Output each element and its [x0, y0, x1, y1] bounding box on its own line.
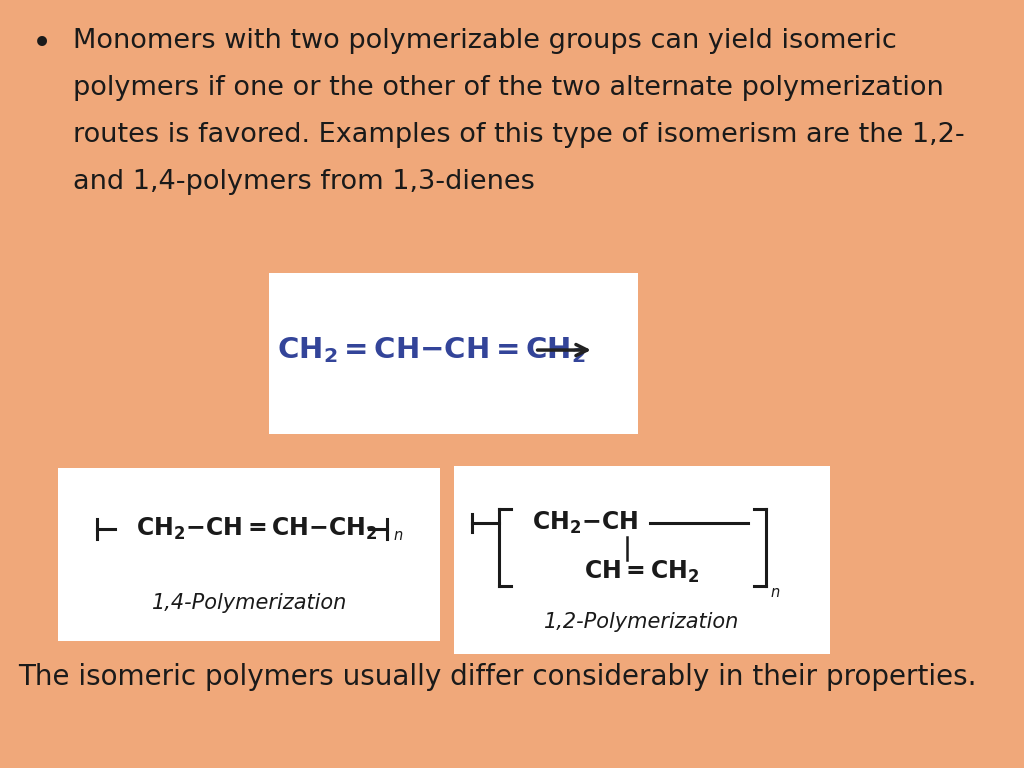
Text: and 1,4-polymers from 1,3-dienes: and 1,4-polymers from 1,3-dienes: [73, 169, 535, 195]
Bar: [58, 468, 440, 641]
Text: $\mathregular{CH_2{-}CH{=}CH{-}CH_2}$: $\mathregular{CH_2{-}CH{=}CH{-}CH_2}$: [136, 516, 378, 542]
Text: polymers if one or the other of the two alternate polymerization: polymers if one or the other of the two …: [73, 75, 944, 101]
Text: routes is favored. Examples of this type of isomerism are the 1,2-: routes is favored. Examples of this type…: [73, 122, 965, 148]
Text: $\mathregular{_n}$: $\mathregular{_n}$: [770, 580, 781, 600]
Text: 1,2-Polymerization: 1,2-Polymerization: [545, 612, 739, 632]
Bar: [454, 466, 830, 654]
Text: $\mathregular{CH_2{=}CH{-}CH{=}CH_2}$: $\mathregular{CH_2{=}CH{-}CH{=}CH_2}$: [278, 335, 586, 365]
Bar: [269, 273, 638, 434]
Text: The isomeric polymers usually differ considerably in their properties.: The isomeric polymers usually differ con…: [18, 663, 977, 691]
Text: Monomers with two polymerizable groups can yield isomeric: Monomers with two polymerizable groups c…: [73, 28, 897, 54]
Text: 1,4-Polymerization: 1,4-Polymerization: [152, 593, 347, 614]
Text: $\mathregular{CH{=}CH_2}$: $\mathregular{CH{=}CH_2}$: [585, 558, 699, 584]
Text: $\mathregular{CH_2{-}CH}$: $\mathregular{CH_2{-}CH}$: [532, 509, 639, 536]
Text: •: •: [32, 28, 52, 61]
Text: $\mathregular{_n}$: $\mathregular{_n}$: [393, 523, 403, 543]
